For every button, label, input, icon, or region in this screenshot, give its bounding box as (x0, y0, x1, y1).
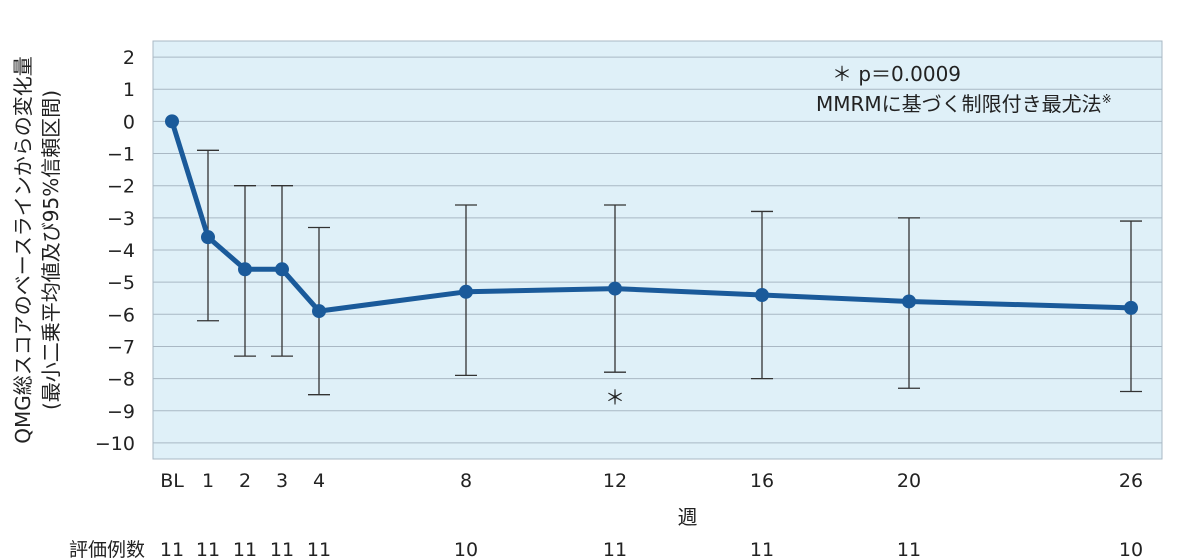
y-axis-title-line1: QMG総スコアのベースラインからの変化量 (11, 56, 35, 444)
annotation-method: MMRMに基づく制限付き最尤法※ (816, 92, 1112, 116)
y-axis-ticks: 2 1 0 −1 −2 −3 −4 −5 −6 −7 −8 −9 −10 (95, 47, 135, 455)
x-tick-label: 8 (460, 470, 472, 492)
count-value: 11 (270, 539, 294, 558)
data-point (275, 262, 289, 277)
series-line (169, 120, 1132, 314)
data-point (201, 230, 215, 245)
count-row: 11 11 11 11 11 10 11 11 11 10 (160, 539, 1143, 558)
data-point (312, 304, 326, 319)
y-tick-label: −2 (107, 176, 135, 198)
data-point (608, 281, 622, 296)
data-point (238, 262, 252, 277)
y-axis-title-line2: (最小二乗平均値及び95%信頼区間) (39, 90, 63, 410)
count-value: 11 (160, 539, 184, 558)
x-tick-label: 3 (276, 470, 288, 492)
count-value: 10 (1119, 539, 1143, 558)
y-tick-label: −5 (107, 272, 135, 294)
count-value: 11 (307, 539, 331, 558)
data-point (755, 288, 769, 303)
count-row-label: 評価例数 (69, 539, 145, 558)
count-value: 11 (897, 539, 921, 558)
x-tick-label: 16 (750, 470, 774, 492)
y-tick-label: −7 (107, 336, 135, 358)
data-point (459, 284, 473, 299)
data-point (1124, 300, 1138, 315)
y-tick-label: 2 (123, 47, 135, 69)
y-tick-label: −4 (107, 240, 135, 262)
count-value: 10 (454, 539, 478, 558)
x-tick-label: BL (160, 470, 184, 492)
y-tick-label: −3 (107, 208, 135, 230)
data-point (165, 114, 179, 129)
data-point (902, 294, 916, 309)
y-tick-label: −6 (107, 304, 135, 326)
y-tick-label: 0 (123, 111, 135, 133)
x-tick-label: 12 (603, 470, 627, 492)
x-tick-label: 26 (1119, 470, 1143, 492)
y-tick-label: −1 (107, 144, 135, 166)
x-tick-label: 1 (202, 470, 214, 492)
count-value: 11 (196, 539, 220, 558)
count-value: 11 (603, 539, 627, 558)
x-axis-title: 週 (678, 505, 698, 529)
x-tick-label: 4 (313, 470, 325, 492)
count-value: 11 (233, 539, 257, 558)
x-tick-label: 20 (897, 470, 921, 492)
annotation-method-footnote-mark: ※ (1102, 92, 1112, 106)
y-tick-label: −8 (107, 369, 135, 391)
data-points (165, 114, 1138, 319)
x-axis-ticks: BL 1 2 3 4 8 12 16 20 26 (160, 470, 1143, 492)
x-tick-label: 2 (239, 470, 251, 492)
count-value: 11 (750, 539, 774, 558)
y-tick-label: 1 (123, 79, 135, 101)
annotation-pvalue: ＊ p＝0.0009 (832, 62, 961, 86)
annotation-method-text: MMRMに基づく制限付き最尤法 (816, 92, 1102, 116)
y-tick-label: −10 (95, 433, 135, 455)
significance-marker: ＊ (605, 386, 625, 410)
y-tick-label: −9 (107, 401, 135, 423)
